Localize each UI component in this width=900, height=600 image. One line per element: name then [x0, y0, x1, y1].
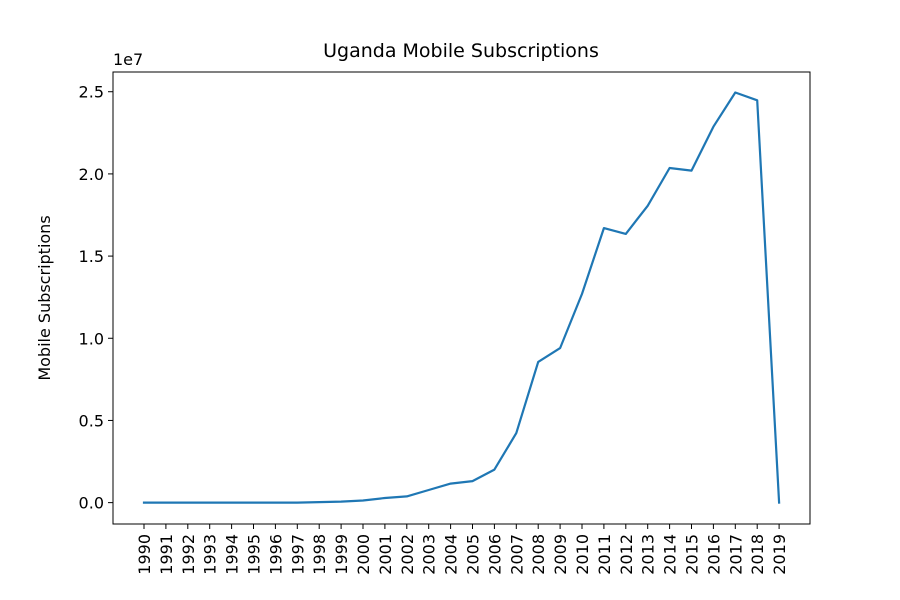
x-tick-label: 2018: [748, 534, 767, 575]
x-tick-label: 2017: [726, 534, 745, 575]
x-tick-label: 2015: [683, 534, 702, 575]
x-tick-label: 1997: [288, 534, 307, 575]
x-tick-label: 2006: [485, 534, 504, 575]
x-tick-label: 2013: [639, 534, 658, 575]
x-tick-label: 2019: [770, 534, 789, 575]
x-tick-label: 2009: [551, 534, 570, 575]
x-tick-label: 1999: [332, 534, 351, 575]
x-tick-label: 2002: [398, 534, 417, 575]
y-tick-label: 0.0: [79, 494, 104, 513]
series-line-0: [142, 91, 781, 504]
x-tick-label: 2007: [507, 534, 526, 575]
x-tick-label: 1994: [223, 534, 242, 575]
y-offset-label: 1e7: [113, 50, 143, 69]
x-axis: 1990 1991 1992 1993 1994 1995 1996 1997 1998 1999…: [135, 524, 789, 575]
y-axis: 0.0 0.5 1.0 1.5 2.0 2.5: [79, 83, 113, 513]
plot-frame: [112, 71, 811, 525]
x-tick-label: 2001: [376, 534, 395, 575]
x-tick-label: 2000: [354, 534, 373, 575]
x-tick-label: 1993: [201, 534, 220, 575]
y-axis-label: Mobile Subscriptions: [35, 215, 54, 380]
x-tick-label: 1991: [157, 534, 176, 575]
x-tick-label: 2010: [573, 534, 592, 575]
y-tick-label: 1.5: [79, 247, 104, 266]
x-tick-label: 1996: [266, 534, 285, 575]
x-tick-label: 2011: [595, 534, 614, 575]
x-tick-label: 2004: [442, 534, 461, 575]
x-tick-label: 1995: [245, 534, 264, 575]
y-tick-label: 2.0: [79, 165, 104, 184]
y-tick-label: 1.0: [79, 329, 104, 348]
chart-title: Uganda Mobile Subscriptions: [323, 40, 599, 62]
x-tick-label: 2014: [661, 534, 680, 575]
x-tick-label: 1998: [310, 534, 329, 575]
y-tick-label: 2.5: [79, 83, 104, 102]
series-layer: [142, 91, 781, 504]
x-tick-label: 2016: [704, 534, 723, 575]
x-tick-label: 2008: [529, 534, 548, 575]
y-tick-label: 0.5: [79, 411, 104, 430]
x-tick-label: 2005: [464, 534, 483, 575]
x-tick-label: 2012: [617, 534, 636, 575]
x-tick-label: 1990: [135, 534, 154, 575]
x-tick-label: 2003: [420, 534, 439, 575]
x-tick-label: 1992: [179, 534, 198, 575]
